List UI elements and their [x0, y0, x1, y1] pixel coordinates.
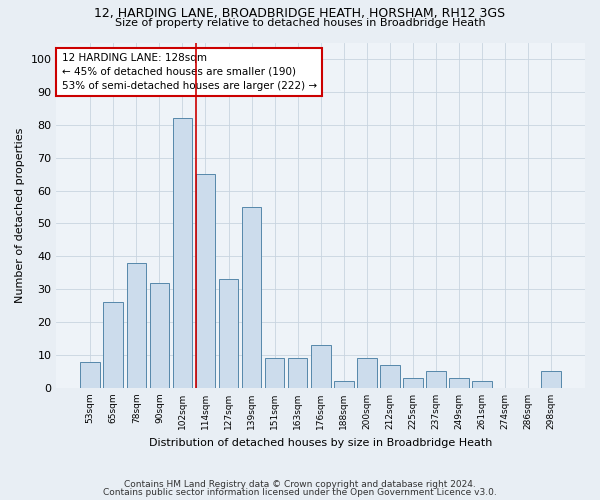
Bar	[265, 358, 284, 388]
Bar	[472, 382, 492, 388]
Bar	[357, 358, 377, 388]
Text: 12, HARDING LANE, BROADBRIDGE HEATH, HORSHAM, RH12 3GS: 12, HARDING LANE, BROADBRIDGE HEATH, HOR…	[94, 8, 506, 20]
Bar	[426, 372, 446, 388]
Y-axis label: Number of detached properties: Number of detached properties	[15, 128, 25, 303]
Bar	[219, 280, 238, 388]
Bar	[196, 174, 215, 388]
Text: Contains HM Land Registry data © Crown copyright and database right 2024.: Contains HM Land Registry data © Crown c…	[124, 480, 476, 489]
Bar	[403, 378, 422, 388]
Bar	[80, 362, 100, 388]
Bar	[449, 378, 469, 388]
X-axis label: Distribution of detached houses by size in Broadbridge Heath: Distribution of detached houses by size …	[149, 438, 493, 448]
Bar	[103, 302, 123, 388]
Bar	[288, 358, 307, 388]
Bar	[173, 118, 192, 388]
Bar	[380, 365, 400, 388]
Text: 12 HARDING LANE: 128sqm
← 45% of detached houses are smaller (190)
53% of semi-d: 12 HARDING LANE: 128sqm ← 45% of detache…	[62, 53, 317, 91]
Text: Size of property relative to detached houses in Broadbridge Heath: Size of property relative to detached ho…	[115, 18, 485, 28]
Bar	[242, 207, 262, 388]
Bar	[311, 345, 331, 388]
Bar	[334, 382, 353, 388]
Bar	[127, 263, 146, 388]
Text: Contains public sector information licensed under the Open Government Licence v3: Contains public sector information licen…	[103, 488, 497, 497]
Bar	[149, 282, 169, 388]
Bar	[541, 372, 561, 388]
